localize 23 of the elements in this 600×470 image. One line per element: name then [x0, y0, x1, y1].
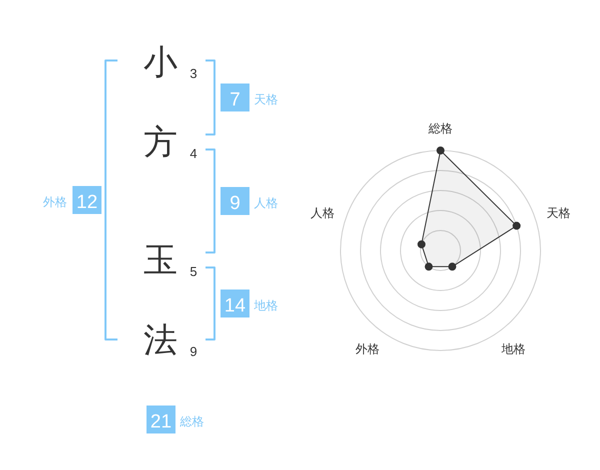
spoke-label: 人格	[310, 206, 335, 220]
spoke-label: 総格	[428, 122, 452, 136]
category-label: 小	[144, 44, 178, 82]
text: 12	[76, 192, 98, 213]
category-label: 法	[144, 322, 178, 360]
data-label: 4	[190, 146, 198, 161]
category-label: 玉	[144, 242, 178, 280]
text: 14	[224, 296, 246, 316]
text: 天格	[254, 92, 278, 106]
text: 21	[150, 412, 172, 432]
data-label: 5	[190, 264, 198, 279]
data-label: 3	[190, 66, 198, 81]
text: 外格	[43, 195, 67, 209]
text: 総格	[179, 414, 204, 428]
text: 7	[230, 90, 240, 110]
data-label: 9	[190, 344, 198, 359]
spoke-label: 外格	[356, 342, 380, 356]
spoke-label: 地格	[500, 342, 526, 356]
text: 人格	[254, 196, 278, 210]
spoke-label: 天格	[546, 206, 570, 220]
text: 地格	[253, 298, 278, 312]
category-label: 方	[144, 124, 178, 162]
text: 9	[230, 193, 240, 214]
